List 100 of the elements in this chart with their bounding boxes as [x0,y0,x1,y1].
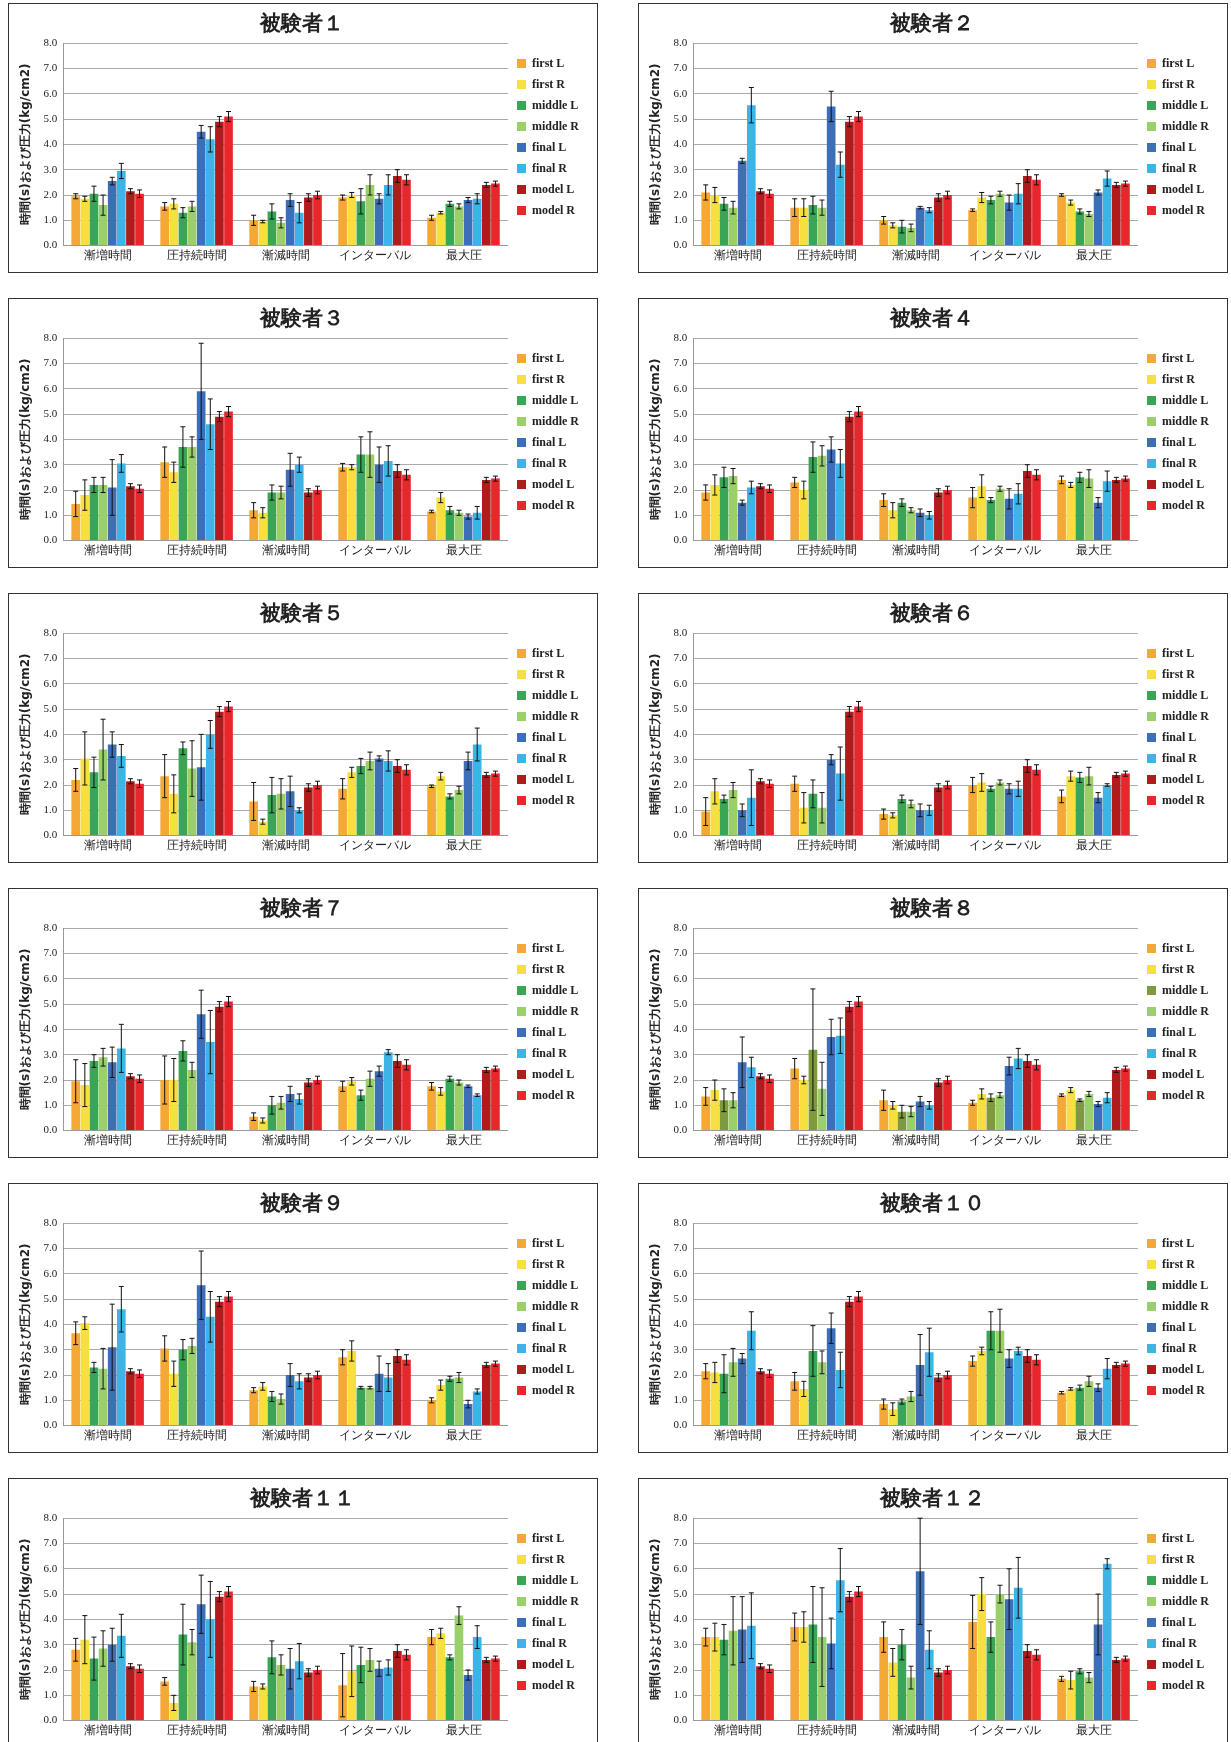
bar [347,467,357,541]
bar [205,1316,215,1426]
bar [481,1659,491,1721]
bar [169,1373,179,1426]
y-tick-label: 6.0 [43,381,58,394]
bar [445,1378,455,1426]
bar [756,1371,765,1426]
legend-label: first R [1162,1551,1196,1566]
y-tick-label: 8.0 [673,331,688,344]
bar [1075,1100,1085,1131]
bar [481,774,491,836]
bar [454,1615,464,1721]
legend-label: first R [1162,76,1196,91]
bar [135,193,144,246]
bar [924,1105,934,1131]
y-tick-label: 6.0 [673,971,688,984]
legend-label: middle R [1162,1003,1210,1018]
bar [215,711,224,836]
y-tick-label: 0.0 [43,533,58,546]
legend-label: model L [532,771,575,786]
bar [1057,195,1066,246]
bar [1111,1364,1121,1426]
legend-label: middle R [532,413,580,428]
bar [746,105,756,246]
bar [338,1357,347,1426]
bar [249,801,258,836]
legend-label: first L [532,940,565,955]
bar [445,1078,455,1131]
y-tick-label: 0.0 [43,1123,58,1136]
y-tick-label: 3.0 [673,1342,688,1355]
y-tick-label: 8.0 [43,921,58,934]
y-tick-label: 1.0 [43,1393,58,1406]
x-tick-label: 圧持続時間 [796,542,857,557]
y-tick-label: 4.0 [43,432,58,445]
bar [1102,481,1112,541]
x-tick-label: 漸減時間 [891,1132,940,1147]
bar [347,1350,357,1426]
bar [888,815,898,836]
x-tick-label: 漸増時間 [83,542,132,557]
bar [1102,178,1112,246]
bar [790,783,800,836]
legend-label: final L [532,1024,567,1039]
bar [402,1359,411,1426]
y-tick-label: 8.0 [43,626,58,639]
y-tick-label: 5.0 [673,406,688,419]
bar [1121,1068,1130,1131]
bar [854,706,863,836]
bar [1093,192,1103,246]
y-tick-label: 7.0 [43,356,58,369]
bar [215,1006,224,1131]
bar [481,1069,491,1131]
x-tick-label: 最大圧 [1075,1132,1112,1147]
y-tick-label: 7.0 [43,651,58,664]
bar [1066,484,1076,541]
chart-title: 被験者１０ [878,1191,985,1216]
bar [756,191,765,246]
bar [135,1078,144,1131]
bar [1066,202,1076,246]
legend-label: middle R [532,1003,580,1018]
bar [1032,769,1041,836]
bar [854,1591,863,1721]
y-tick-label: 5.0 [43,701,58,714]
bar [934,1377,943,1426]
x-tick-label: インターバル [338,247,411,262]
legend-label: final L [532,729,567,744]
chart-title: 被験者３ [259,306,344,331]
y-tick-label: 6.0 [43,1561,58,1574]
bar [71,1649,81,1721]
y-axis-title: 時間(s)および圧力(kg/cm2) [648,653,663,816]
bar [765,488,774,541]
bar [427,1637,436,1721]
bar [472,512,482,541]
legend-label: model R [1162,1382,1206,1397]
bar [472,1391,482,1426]
legend-label: final R [1162,160,1198,175]
bar [1023,766,1032,836]
bar [224,706,233,836]
bar [845,711,854,836]
bar [224,1001,233,1131]
bar [116,1635,126,1721]
x-tick-label: 漸増時間 [713,1132,762,1147]
legend-label: middle R [532,1298,580,1313]
bar [71,1081,81,1131]
y-axis-title: 時間(s)および圧力(kg/cm2) [648,1538,663,1701]
bar [71,196,81,246]
bar [427,1400,436,1426]
bar [135,783,144,836]
x-tick-label: 最大圧 [1075,1427,1112,1442]
legend-label: middle L [1162,392,1209,407]
legend-label: middle L [1162,97,1209,112]
y-tick-label: 3.0 [673,162,688,175]
bar [224,411,233,541]
y-tick-label: 2.0 [673,1072,688,1085]
y-tick-label: 6.0 [43,1266,58,1279]
legend-label: middle L [532,1277,579,1292]
y-tick-label: 6.0 [673,381,688,394]
bar [879,1637,888,1721]
bar [472,1637,482,1721]
bar [160,1681,170,1721]
bar [472,198,482,246]
